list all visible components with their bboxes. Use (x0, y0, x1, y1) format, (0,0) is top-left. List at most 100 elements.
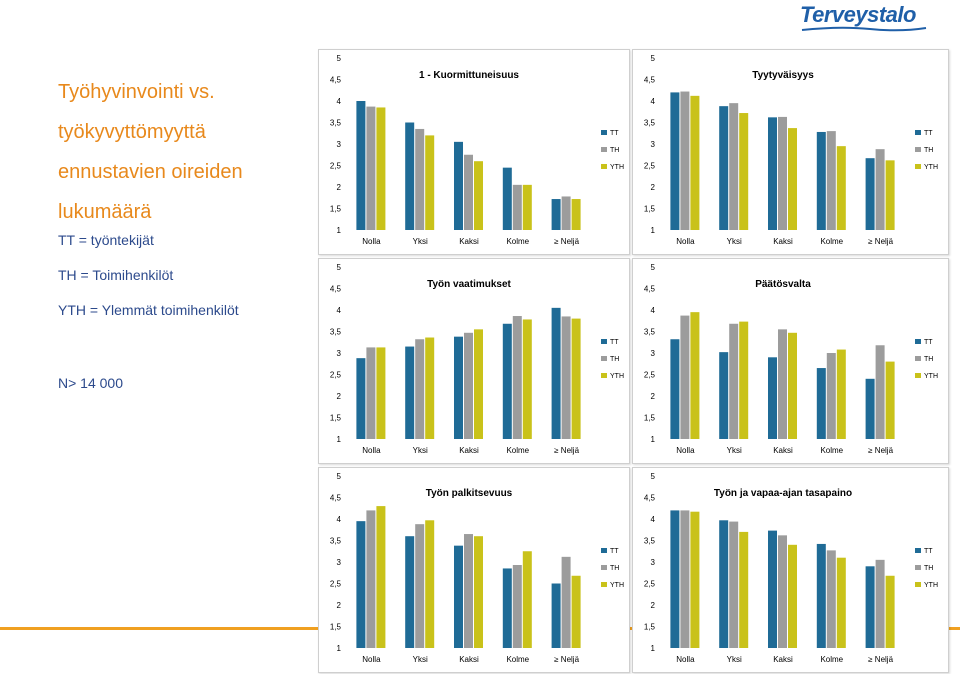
bar-tt (719, 520, 729, 648)
title-line: työkyvyttömyyttä (58, 121, 206, 143)
legend-swatch-yth (915, 164, 921, 169)
bar-tt (502, 167, 512, 230)
chart-svg: 1 1,5 2 2,5 3 3,5 4 4,5 5 Työn ja vapaa-ajan tasa… (644, 472, 938, 664)
legend-swatch-th (915, 356, 921, 361)
bar-tt (502, 568, 512, 648)
bar-tt (356, 358, 366, 439)
legend-label-yth: YTH (610, 582, 624, 589)
bar-th (778, 329, 787, 439)
bar-tt (719, 352, 729, 439)
terveystalo-logo: Terveystalo (800, 2, 932, 32)
y-tick-label: 3,5 (330, 119, 342, 128)
bar-tt (670, 339, 680, 439)
y-tick-label: 3,5 (330, 537, 342, 546)
bar-tt (865, 378, 875, 439)
bar-th (561, 316, 571, 439)
y-tick-label: 1,5 (330, 623, 342, 632)
bar-yth (376, 347, 386, 439)
bar-th (680, 315, 690, 439)
y-tick-label: 2,5 (330, 162, 342, 171)
x-tick-label: Kolme (820, 237, 843, 246)
x-tick-label: Yksi (413, 446, 428, 455)
y-tick-label: 1 (651, 435, 656, 444)
y-tick-label: 2 (337, 601, 342, 610)
bar-tt (865, 158, 875, 230)
y-tick-label: 2,5 (644, 580, 656, 589)
bar-yth (522, 319, 532, 439)
chart-title: Työn palkitsevuus (426, 488, 513, 499)
chart-kuormittuneisuus: 1 1,5 2 2,5 3 3,5 4 4,5 5 1 - Kuormittuneisuus Nol… (318, 49, 630, 255)
th-explanation: TH = Toimihenkilöt (58, 267, 174, 283)
y-tick-label: 4,5 (330, 285, 342, 294)
y-tick-label: 1 (337, 644, 342, 653)
x-tick-label: Kolme (506, 446, 529, 455)
y-tick-label: 5 (337, 472, 342, 481)
chart-svg: 1 1,5 2 2,5 3 3,5 4 4,5 5 Työn vaatimukset Nolla Yk… (330, 263, 624, 455)
bar-yth (690, 312, 700, 439)
chart-tyytyvaisyys: 1 1,5 2 2,5 3 3,5 4 4,5 5 Tyytyväisyys Nolla Yksi Ka… (632, 49, 949, 255)
bar-yth (885, 361, 895, 439)
bar-yth (690, 511, 700, 648)
y-tick-label: 4 (651, 306, 656, 315)
bar-yth (739, 531, 749, 648)
x-tick-label: Yksi (413, 237, 428, 246)
legend-label-tt: TT (610, 548, 619, 555)
y-tick-label: 4,5 (644, 494, 656, 503)
bar-yth (522, 184, 532, 230)
x-tick-label: Yksi (727, 655, 742, 664)
bar-th (464, 332, 473, 439)
legend-label-yth: YTH (610, 164, 624, 171)
y-tick-label: 3 (337, 558, 342, 567)
bar-th (415, 128, 425, 230)
legend-swatch-tt (915, 130, 921, 135)
legend-swatch-yth (601, 582, 607, 587)
chart-svg: 1 1,5 2 2,5 3 3,5 4 4,5 5 Tyytyväisyys Nolla Yksi Ka… (644, 54, 938, 246)
bar-tt (768, 530, 777, 648)
x-tick-label: Kaksi (459, 237, 479, 246)
legend-label-yth: YTH (924, 582, 938, 589)
y-tick-label: 1 (337, 226, 342, 235)
legend-swatch-th (915, 147, 921, 152)
bar-tt (865, 566, 875, 648)
legend-swatch-th (601, 356, 607, 361)
x-tick-label: ≥ Neljä (868, 655, 893, 664)
y-tick-label: 3,5 (330, 328, 342, 337)
logo-wave-icon (801, 26, 927, 32)
bar-th (680, 91, 690, 230)
chart-svg: 1 1,5 2 2,5 3 3,5 4 4,5 5 Työn palkitsevuus Nolla Y… (330, 472, 624, 664)
title-line: ennustavien oireiden (58, 161, 243, 183)
y-tick-label: 4 (337, 306, 342, 315)
y-tick-label: 3,5 (644, 537, 656, 546)
chart-title: Päätösvalta (755, 279, 811, 290)
bar-tt (670, 92, 680, 231)
legend-label-tt: TT (924, 548, 933, 555)
chart-tyon-vaatimukset: 1 1,5 2 2,5 3 3,5 4 4,5 5 Työn vaatimukset Nolla Yk… (318, 258, 630, 464)
bar-tt (454, 141, 463, 230)
bar-tt (816, 543, 826, 648)
y-tick-label: 1,5 (644, 205, 656, 214)
bar-tt (768, 357, 777, 439)
bar-tt (816, 368, 826, 439)
y-tick-label: 2 (337, 392, 342, 401)
legend-swatch-yth (915, 373, 921, 378)
bar-th (875, 559, 885, 648)
x-tick-label: Kolme (506, 655, 529, 664)
legend-label-tt: TT (924, 130, 933, 137)
x-tick-label: Yksi (727, 446, 742, 455)
legend-label-tt: TT (924, 339, 933, 346)
x-tick-label: Kaksi (773, 237, 793, 246)
legend-swatch-yth (915, 582, 921, 587)
bar-th (415, 524, 425, 648)
x-tick-label: Nolla (362, 655, 381, 664)
y-tick-label: 4 (651, 515, 656, 524)
x-tick-label: Kolme (820, 446, 843, 455)
x-tick-label: Kaksi (773, 655, 793, 664)
x-tick-label: Kaksi (459, 446, 479, 455)
bar-yth (474, 161, 483, 230)
y-tick-label: 4 (651, 97, 656, 106)
bar-tt (405, 122, 415, 230)
x-tick-label: ≥ Neljä (554, 655, 579, 664)
title-line: Työhyvinvointi vs. (58, 81, 215, 103)
x-tick-label: ≥ Neljä (554, 446, 579, 455)
bar-yth (836, 349, 846, 439)
